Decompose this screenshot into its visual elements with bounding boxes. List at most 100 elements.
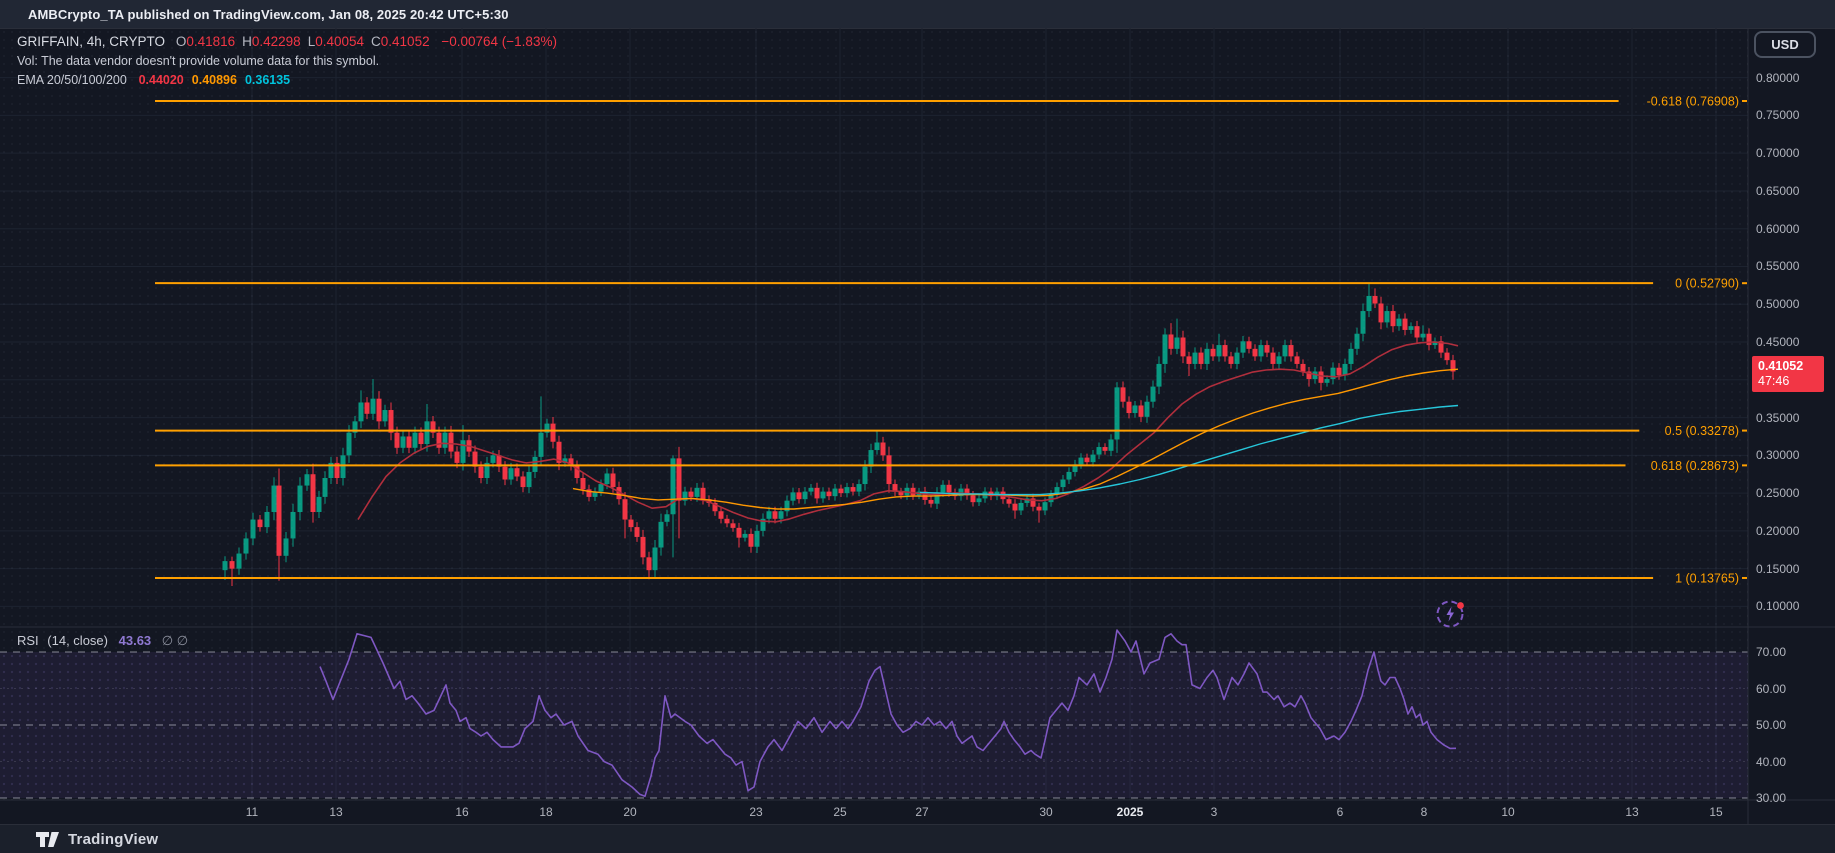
candle-body — [946, 484, 952, 493]
candle-body — [700, 487, 706, 500]
price-tick-label: 0.75000 — [1756, 108, 1800, 123]
rsi-empty-markers: ∅ ∅ — [161, 633, 189, 648]
candle-body — [1300, 363, 1306, 372]
rsi-legend[interactable]: RSI (14, close) 43.63 ∅ ∅ — [17, 633, 188, 649]
candle-body — [1084, 457, 1090, 463]
candle-body — [772, 511, 778, 519]
time-tick-label: 13 — [1625, 805, 1639, 819]
candle-body — [1402, 318, 1408, 330]
candle-body — [766, 511, 772, 519]
candle-body — [1198, 352, 1204, 364]
time-tick-label: 16 — [455, 805, 469, 819]
candle-body — [442, 432, 448, 448]
candle-body — [1216, 345, 1222, 357]
lightning-bolt-watermark-icon[interactable] — [1434, 597, 1468, 631]
candle-body — [1030, 498, 1036, 507]
price-tick-label: 0.70000 — [1756, 146, 1800, 161]
candle-body — [1204, 348, 1210, 364]
candle-body — [586, 489, 592, 497]
candle-body — [850, 487, 856, 492]
candle-body — [1378, 303, 1384, 323]
candle-body — [892, 484, 898, 492]
last-price-value: 0.41052 — [1758, 359, 1804, 373]
candle-body — [754, 530, 760, 547]
candle-body — [1054, 487, 1060, 495]
time-tick-label: 23 — [749, 805, 763, 819]
price-tick-label: 0.30000 — [1756, 448, 1800, 463]
candle-body — [802, 491, 808, 500]
candle-body — [1324, 379, 1330, 383]
candle-body — [430, 421, 436, 433]
time-tick-label: 2025 — [1116, 805, 1144, 819]
candle-body — [424, 421, 430, 445]
candle-body — [868, 450, 874, 467]
time-tick-label: 20 — [623, 805, 637, 819]
candle-body — [610, 473, 616, 488]
candle-body — [1240, 341, 1246, 353]
candle-body — [1318, 371, 1324, 383]
candle-body — [1210, 348, 1216, 357]
candle-body — [796, 492, 802, 500]
candle-body — [1348, 348, 1354, 364]
candle-body — [1048, 494, 1054, 503]
candle-body — [1042, 502, 1048, 511]
candle-body — [580, 478, 586, 490]
candle-body — [388, 410, 394, 433]
ema-line — [357, 341, 1459, 523]
candle-body — [658, 521, 664, 548]
candle-body — [1162, 334, 1168, 364]
candle-body — [748, 533, 754, 547]
candle-body — [1306, 371, 1312, 380]
tradingview-brand-text[interactable]: TradingView — [68, 831, 159, 848]
candle-body — [243, 538, 249, 554]
candle-body — [1366, 295, 1372, 312]
candle-body — [1174, 337, 1180, 349]
ema-row[interactable]: EMA 20/50/100/200 0.44020 0.40896 0.36135 — [17, 71, 557, 89]
candle-body — [970, 495, 976, 503]
candle-body — [1420, 333, 1426, 338]
candle-body — [598, 484, 604, 492]
candle-body — [297, 485, 303, 512]
tradingview-logo-icon[interactable] — [36, 832, 59, 847]
candle-body — [1144, 401, 1150, 417]
candle-body — [1018, 502, 1024, 511]
ohlc-values: O0.41816 H0.42298 L0.40054 C0.41052 — [169, 34, 430, 49]
candle-body — [1384, 311, 1390, 323]
candle-body — [514, 468, 520, 477]
candle-body — [832, 488, 838, 497]
candle-body — [346, 432, 352, 456]
candle-body — [1360, 311, 1366, 334]
candle-body — [592, 491, 598, 497]
candle-body — [1408, 326, 1414, 330]
fib-label: 0 (0.52790) — [1675, 277, 1739, 291]
candle-body — [436, 432, 442, 448]
candle-body — [328, 462, 334, 479]
ohlc-value: 0.41816 — [186, 34, 236, 49]
ema-value: 0.44020 — [138, 73, 184, 87]
candle-body — [418, 432, 424, 445]
currency-toggle-button[interactable]: USD — [1754, 31, 1816, 58]
candle-body — [340, 455, 346, 479]
time-tick-label: 13 — [329, 805, 343, 819]
ema-value: 0.36135 — [244, 73, 291, 87]
rsi-tick-label: 50.00 — [1756, 718, 1787, 732]
candle-body — [1114, 387, 1120, 440]
ohlc-value: 0.41052 — [380, 34, 430, 49]
candle-body — [271, 485, 277, 512]
candle-body — [1006, 499, 1012, 504]
candle-body — [886, 455, 892, 485]
candle-body — [976, 498, 982, 503]
candle-body — [264, 511, 270, 528]
candle-body — [1096, 447, 1102, 455]
candle-body — [856, 484, 862, 492]
candle-body — [838, 488, 844, 494]
candle-body — [229, 561, 235, 569]
candle-body — [808, 487, 814, 492]
candle-body — [712, 502, 718, 512]
candle-body — [1450, 360, 1456, 372]
candle-body — [670, 458, 676, 515]
candle-body — [1426, 333, 1432, 346]
candle-body — [1078, 457, 1084, 465]
symbol-title[interactable]: GRIFFAIN, 4h, CRYPTO — [17, 34, 166, 49]
